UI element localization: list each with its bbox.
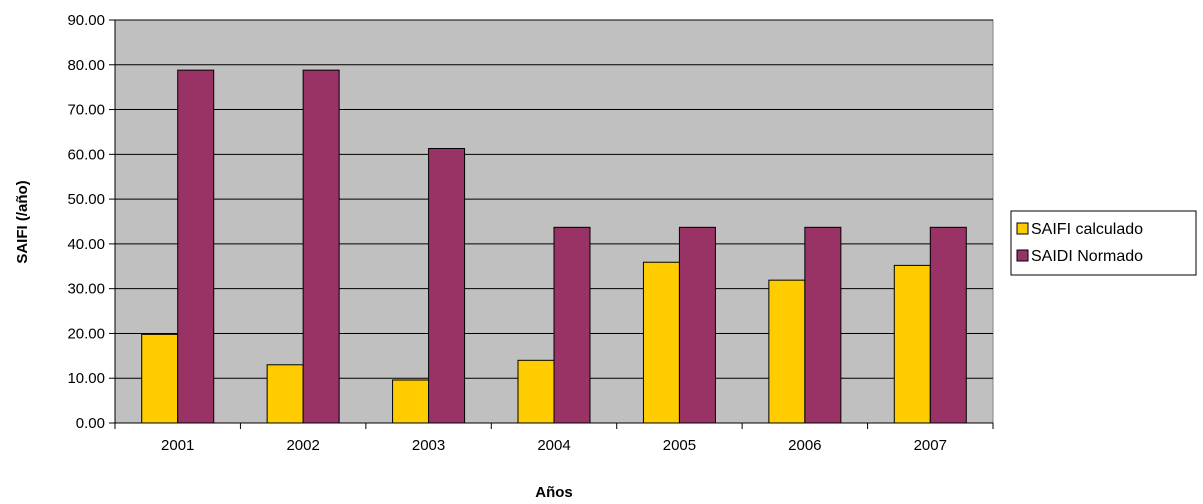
y-tick-label: 80.00 [67,57,105,74]
x-tick-label: 2005 [663,437,696,454]
x-tick-label: 2006 [788,437,821,454]
x-tick-label: 2004 [537,437,570,454]
y-tick-labels: 0.00 10.00 20.00 30.00 40.00 50.00 60.00 70.00 8… [67,12,105,432]
y-tick-label: 60.00 [67,146,105,163]
x-tick-label: 2003 [412,437,445,454]
bar-saidi-normado-2002 [302,69,340,424]
legend-box [1010,210,1197,276]
bar-saidi-normado-2006 [804,226,842,424]
gridlines [115,19,993,379]
bar-saifi-calculado-2001 [141,333,179,424]
axes [109,19,994,429]
bars [141,69,967,424]
y-tick-label: 70.00 [67,102,105,119]
y-tick-label: 50.00 [67,191,105,208]
legend-swatch [1016,222,1029,235]
bar-saifi-calculado-2004 [517,359,555,424]
bar-saidi-normado-2004 [553,226,591,424]
bar-saidi-normado-2001 [177,69,215,424]
y-tick-label: 40.00 [67,236,105,253]
x-tick-label: 2001 [161,437,194,454]
legend: SAIFI calculado SAIDI Normado [1010,210,1197,276]
bar-saidi-normado-2007 [929,226,967,424]
y-tick-label: 0.00 [76,415,105,432]
bar-saifi-calculado-2007 [893,264,931,424]
y-tick-label: 30.00 [67,281,105,298]
y-tick-label: 90.00 [67,12,105,29]
x-tick-label: 2002 [286,437,319,454]
bar-saifi-calculado-2005 [642,261,680,424]
x-axis-title: Años [535,484,573,501]
y-axis-title: SAIFI (/año) [14,180,31,263]
bar-saifi-calculado-2006 [768,279,806,424]
x-tick-labels: 2001 2002 2003 2004 2005 2006 2007 [161,437,947,454]
bar-saidi-normado-2005 [678,226,716,424]
legend-label: SAIDI Normado [1031,248,1143,265]
legend-label: SAIFI calculado [1031,221,1143,238]
y-tick-label: 20.00 [67,325,105,342]
y-tick-label: 10.00 [67,370,105,387]
bar-saifi-calculado-2002 [266,364,304,424]
x-tick-label: 2007 [914,437,947,454]
bar-saifi-calculado-2003 [392,379,430,424]
legend-swatch [1016,249,1029,262]
bar-saidi-normado-2003 [428,148,466,424]
